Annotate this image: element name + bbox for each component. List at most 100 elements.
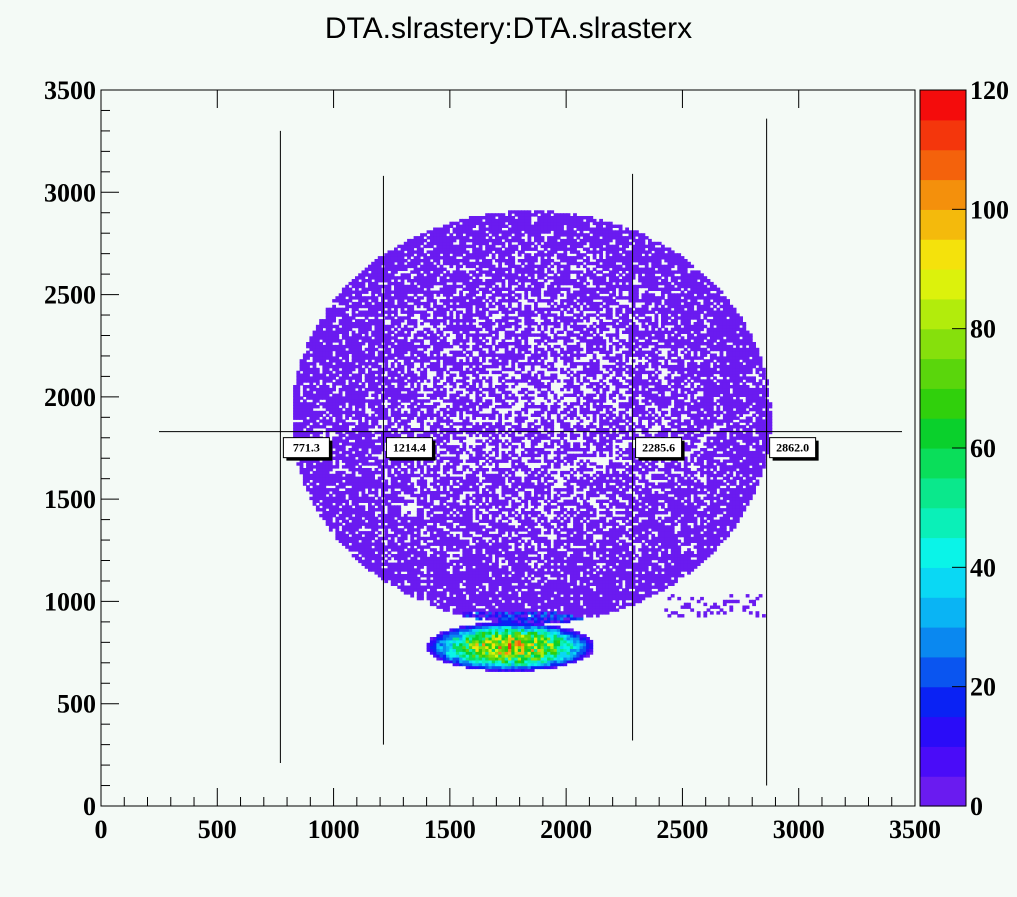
heatmap-cell [377,367,382,372]
heatmap-cell [462,224,467,228]
heatmap-cell [478,316,483,320]
heatmap-cell [381,473,385,478]
heatmap-cell [475,639,480,644]
heatmap-cell [472,665,476,670]
heatmap-cell [465,419,470,423]
heatmap-cell [371,445,375,449]
heatmap-cell [436,591,441,595]
heatmap-cell [472,505,476,509]
heatmap-cell [439,459,444,463]
heatmap-cell [403,387,408,392]
heatmap-cell [322,496,327,501]
heatmap-cell [296,393,301,397]
heatmap-cell [482,233,486,237]
heatmap-cell [436,310,441,314]
heatmap-cell [387,339,392,343]
heatmap-cell [433,470,437,475]
heatmap-cell [384,459,389,463]
heatmap-cell [371,399,375,403]
heatmap-cell [341,525,346,529]
heatmap-cell [312,488,317,492]
heatmap-cell [377,322,382,326]
heatmap-cell [482,413,486,417]
heatmap-cell [358,499,362,503]
heatmap-cell [452,301,457,306]
heatmap-cell [488,657,493,661]
heatmap-cell [455,634,460,638]
heatmap-cell [358,511,362,515]
heatmap-cell [442,468,447,472]
heatmap-cell [394,542,398,546]
heatmap-cell [472,605,476,609]
heatmap-cell [465,393,470,397]
heatmap-cell [384,261,389,266]
heatmap-cell [446,545,450,549]
chart-title: DTA.slrastery:DTA.slrasterx [324,12,693,45]
heatmap-cell [348,364,353,369]
heatmap-cell [429,396,434,400]
heatmap-cell [452,528,457,532]
heatmap-cell [482,473,486,478]
heatmap-cell [403,422,408,426]
heatmap-cell [475,485,480,489]
heatmap-cell [433,367,437,372]
heatmap-cell [449,559,454,564]
heatmap-cell [462,385,467,389]
heatmap-cell [478,617,483,621]
heatmap-cell [407,396,411,400]
heatmap-cell [410,238,415,243]
heatmap-cell [345,513,349,518]
heatmap-cell [465,602,470,607]
heatmap-cell [400,319,405,323]
heatmap-cell [374,301,379,306]
heatmap-cell [394,279,398,283]
heatmap-cell [394,359,398,363]
heatmap-cell [322,344,327,349]
heatmap-cell [462,261,467,266]
heatmap-cell [410,264,415,269]
heatmap-cell [442,602,447,607]
heatmap-cell [413,542,418,546]
heatmap-cell [485,399,489,403]
heatmap-cell [433,430,437,435]
heatmap-cell [387,296,392,300]
heatmap-cell [459,634,463,638]
heatmap-cell [468,350,473,354]
heatmap-cell [488,591,493,595]
heatmap-cell [465,608,470,612]
heatmap-cell [407,511,411,515]
heatmap-cell [293,428,297,432]
heatmap-cell [368,568,372,572]
heatmap-cell [420,350,424,354]
heatmap-cell [355,301,359,306]
heatmap-cell [312,393,317,397]
heatmap-cell [472,293,476,297]
heatmap-cell [478,216,483,220]
heatmap-cell [296,387,301,392]
heatmap-cell [407,313,411,317]
heatmap-cell [306,405,310,409]
heatmap-cell [426,468,431,472]
heatmap-cell [407,465,411,469]
heatmap-cell [299,425,304,429]
heatmap-cell [452,382,457,386]
heatmap-cell [377,407,382,412]
heatmap-cell [436,594,441,598]
heatmap-cell [394,393,398,397]
heatmap-cell [374,571,379,575]
heatmap-cell [341,316,346,320]
heatmap-cell [361,485,366,489]
heatmap-cell [364,548,369,552]
heatmap-cell [485,299,489,303]
heatmap-cell [381,387,385,392]
heatmap-cell [482,253,486,257]
heatmap-cell [368,387,372,392]
heatmap-cell [436,479,441,483]
heatmap-cell [387,330,392,334]
heatmap-cell [442,279,447,283]
heatmap-cell [341,310,346,314]
heatmap-cell [397,382,402,386]
heatmap-cell [355,376,359,380]
heatmap-cell [358,531,362,535]
heatmap-cell [439,428,444,432]
